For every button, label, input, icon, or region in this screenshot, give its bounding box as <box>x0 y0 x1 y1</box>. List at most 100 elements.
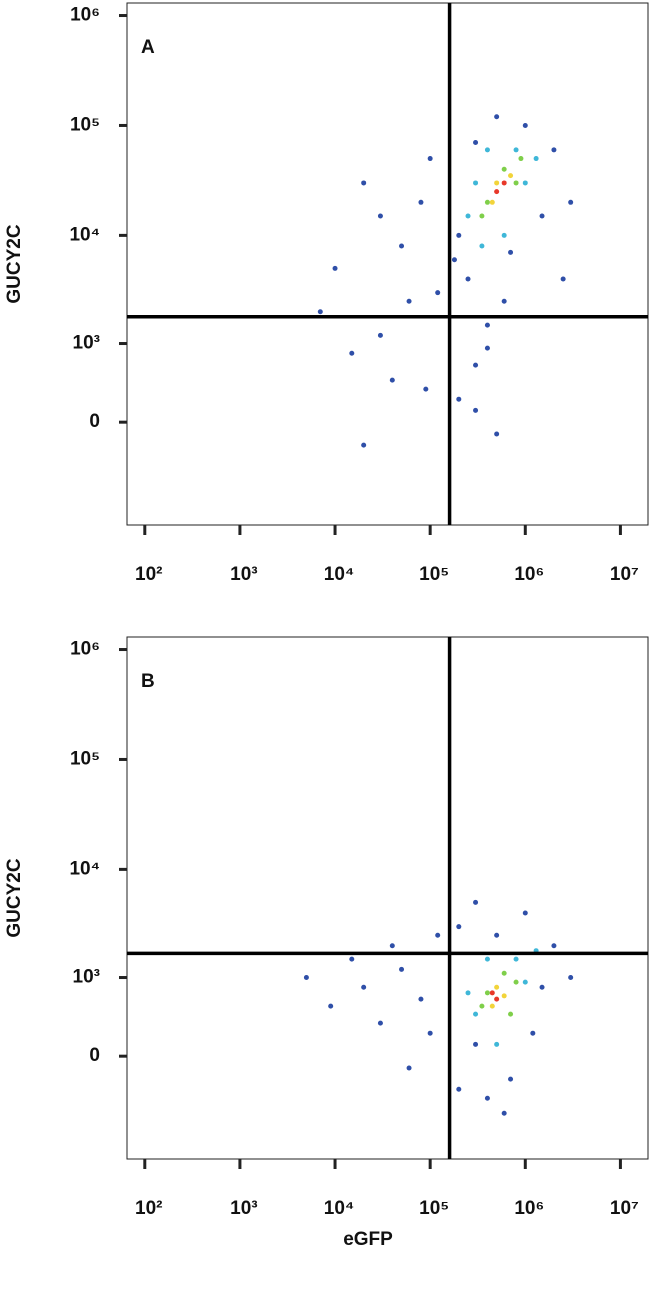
event-dot <box>473 362 479 368</box>
event-dot <box>522 910 528 916</box>
event-dot <box>456 232 462 238</box>
event-dot <box>484 990 490 996</box>
x-axis-label: eGFP <box>343 1229 393 1250</box>
event-dot <box>361 442 367 448</box>
event-dot <box>317 309 323 315</box>
x-tick-label: 10⁵ <box>419 1198 449 1219</box>
y-tick-label: 10⁴ <box>69 858 100 879</box>
event-dot <box>473 899 479 905</box>
x-tick-label: 10⁴ <box>324 1198 355 1219</box>
x-tick-label: 10⁷ <box>610 1198 639 1219</box>
event-dot <box>435 932 441 938</box>
event-dot <box>533 156 539 162</box>
event-dot <box>473 407 479 413</box>
event-dot <box>522 180 528 186</box>
event-dot <box>513 956 519 962</box>
event-dot <box>513 180 519 186</box>
event-dot <box>494 1041 500 1047</box>
event-dot <box>494 984 500 990</box>
event-dot <box>508 249 514 255</box>
y-tick-label: 10⁵ <box>70 748 100 769</box>
event-dot <box>427 156 433 162</box>
event-dot <box>484 345 490 351</box>
x-tick-label: 10⁵ <box>419 564 449 585</box>
event-dot <box>473 180 479 186</box>
event-dot <box>377 213 383 219</box>
event-dot <box>522 122 528 128</box>
event-dot <box>484 956 490 962</box>
event-dot <box>522 979 528 985</box>
event-dot <box>494 180 500 186</box>
event-dot <box>501 298 507 304</box>
x-tick-label: 10⁶ <box>514 564 544 585</box>
plot-frame <box>126 636 649 1160</box>
event-dot <box>456 1086 462 1092</box>
event-dot <box>406 298 412 304</box>
y-tick-label: 10⁶ <box>70 639 100 660</box>
event-dot <box>484 1095 490 1101</box>
event-dot <box>494 431 500 437</box>
event-dot <box>560 276 566 282</box>
x-tick-label: 10² <box>135 1198 162 1219</box>
event-dot <box>494 996 500 1002</box>
event-dot <box>494 932 500 938</box>
y-tick-label: 10³ <box>73 333 100 354</box>
x-tick-label: 10² <box>135 564 162 585</box>
x-tick-label: 10³ <box>230 1198 257 1219</box>
event-dot <box>489 199 495 205</box>
event-dot <box>399 966 405 972</box>
event-dot <box>484 199 490 205</box>
event-dot <box>427 1030 433 1036</box>
event-dot <box>489 1003 495 1009</box>
event-dot <box>389 377 395 383</box>
event-dot <box>406 1065 412 1071</box>
event-dot <box>479 213 485 219</box>
event-dot <box>501 180 507 186</box>
event-dot <box>456 924 462 930</box>
event-dot <box>349 350 355 356</box>
event-dot <box>539 213 545 219</box>
event-dot <box>465 990 471 996</box>
event-dot <box>465 213 471 219</box>
event-dot <box>399 243 405 249</box>
event-dot <box>501 993 507 999</box>
event-dot <box>423 386 429 392</box>
event-dot <box>418 199 424 205</box>
event-dot <box>539 984 545 990</box>
x-tick-label: 10⁴ <box>324 564 355 585</box>
event-dot <box>389 943 395 949</box>
event-dot <box>568 975 574 981</box>
event-dot <box>473 1011 479 1017</box>
event-dot <box>501 1110 507 1116</box>
event-dot <box>551 147 557 153</box>
event-dot <box>377 1020 383 1026</box>
event-dot <box>451 257 457 263</box>
event-dot <box>418 996 424 1002</box>
y-tick-label: 10⁶ <box>70 5 100 26</box>
y-tick-label: 0 <box>89 411 100 432</box>
event-dot <box>479 1003 485 1009</box>
event-dot <box>435 290 441 296</box>
event-dot <box>551 943 557 949</box>
event-dot <box>508 1076 514 1082</box>
event-dot <box>484 322 490 328</box>
event-dot <box>473 1041 479 1047</box>
event-dot <box>501 970 507 976</box>
event-dot <box>494 189 500 195</box>
event-dot <box>328 1003 334 1009</box>
event-dot <box>489 990 495 996</box>
x-tick-label: 10³ <box>230 564 257 585</box>
event-dot <box>332 265 338 271</box>
event-dot <box>568 199 574 205</box>
x-tick-label: 10⁶ <box>514 1198 544 1219</box>
event-dot <box>513 147 519 153</box>
y-axis-label: GUCY2C <box>4 858 25 937</box>
event-dot <box>501 232 507 238</box>
y-tick-label: 10⁵ <box>70 114 100 135</box>
y-tick-label: 10³ <box>73 967 100 988</box>
event-dot <box>303 975 309 981</box>
event-dot <box>377 332 383 338</box>
panel-label: A <box>141 37 155 58</box>
event-dot <box>513 979 519 985</box>
